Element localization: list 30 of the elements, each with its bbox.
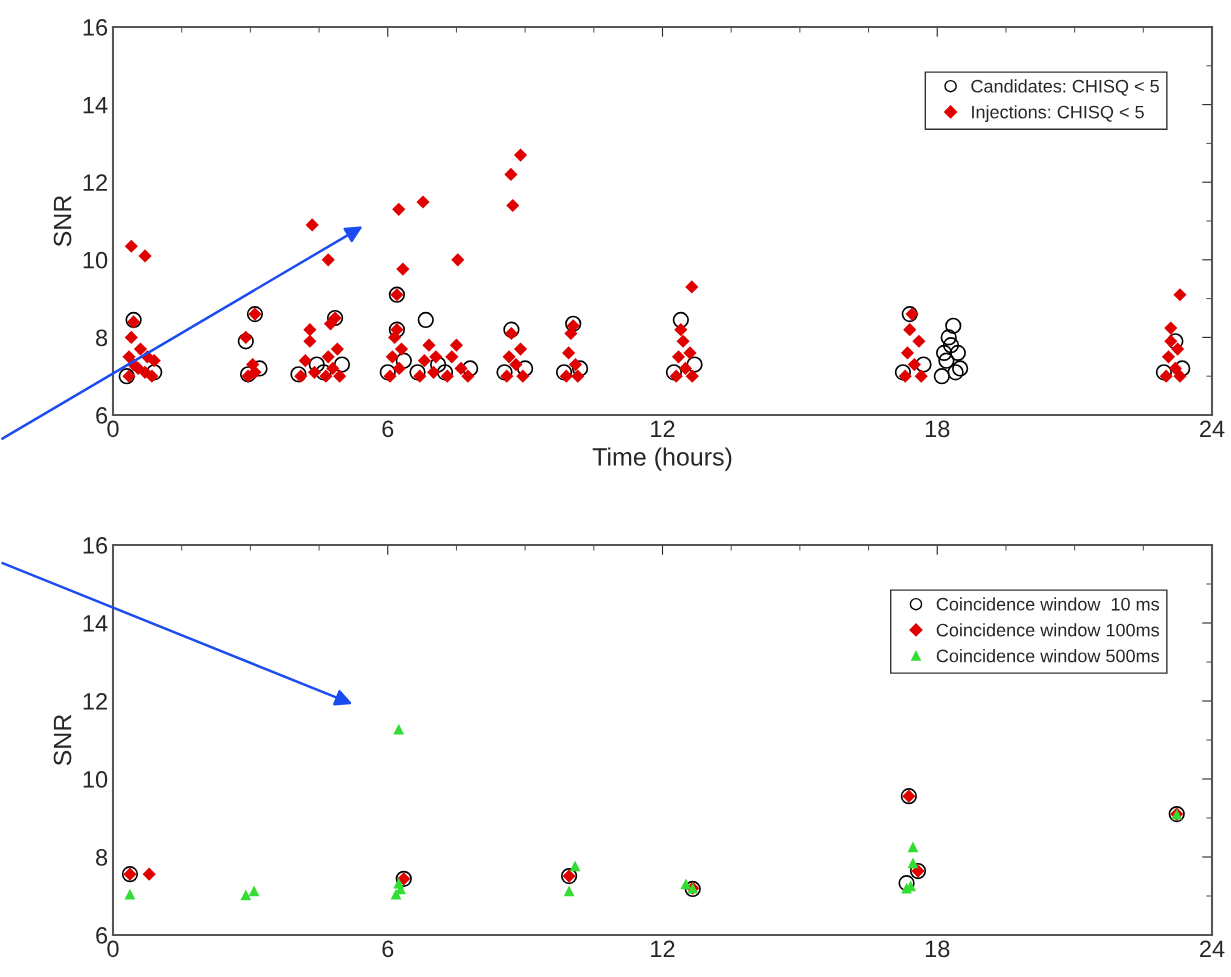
y-axis-title: SNR: [53, 195, 72, 247]
legend-label: Coincidence window 500ms: [936, 649, 1159, 663]
y-tick-label: 14: [83, 96, 108, 114]
x-tick-label: 6: [382, 420, 394, 438]
y-tick-label: 6: [96, 407, 108, 424]
legend-label: Coincidence window 10 ms: [936, 597, 1159, 611]
y-tick-label: 10: [83, 771, 108, 788]
y-tick-label: 12: [83, 693, 107, 710]
y-axis-title: SNR: [53, 714, 72, 766]
x-tick-label: 18: [925, 420, 950, 438]
x-tick-label: 24: [1200, 420, 1225, 437]
x-tick-label: 0: [107, 940, 119, 958]
y-tick-label: 8: [96, 329, 108, 347]
y-tick-label: 12: [83, 174, 107, 191]
y-tick-label: 14: [83, 615, 108, 632]
y-tick-label: 16: [83, 537, 108, 554]
legend-label: Injections: CHISQ < 5: [972, 105, 1144, 123]
y-tick-label: 6: [96, 927, 108, 944]
x-axis-title: Time (hours): [592, 447, 732, 471]
legend-label: Candidates: CHISQ < 5: [971, 79, 1159, 96]
x-tick-label: 0: [107, 420, 119, 438]
y-tick-label: 8: [96, 849, 108, 866]
x-tick-label: 18: [925, 940, 950, 958]
y-tick-label: 10: [83, 251, 108, 269]
x-tick-label: 12: [651, 940, 675, 957]
x-tick-label: 6: [382, 940, 394, 958]
y-tick-label: 16: [83, 19, 108, 36]
legend-label: Coincidence window 100ms: [936, 623, 1159, 637]
x-tick-label: 12: [651, 420, 675, 437]
x-tick-label: 24: [1200, 940, 1225, 957]
